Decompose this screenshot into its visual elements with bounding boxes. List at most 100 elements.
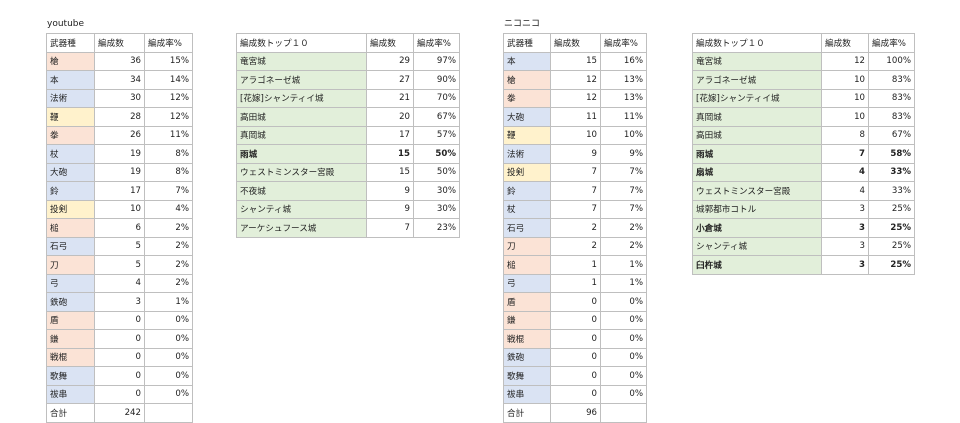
rate-cell: 0% bbox=[600, 347, 647, 367]
table-row: 弓 4 2% bbox=[46, 273, 193, 293]
castle-name-cell: 竜宮城 bbox=[692, 51, 822, 71]
count-cell: 9 bbox=[366, 199, 414, 219]
castle-name-cell: ウェストミンスター宮殿 bbox=[692, 181, 822, 201]
count-cell: 0 bbox=[550, 310, 601, 330]
count-cell: 3 bbox=[821, 218, 869, 238]
count-cell: 15 bbox=[550, 51, 601, 71]
rate-cell: 13% bbox=[600, 70, 647, 90]
rate-cell: 57% bbox=[413, 125, 460, 145]
count-cell: 8 bbox=[821, 125, 869, 145]
table-row: 拳 12 13% bbox=[503, 88, 647, 108]
rate-cell: 0% bbox=[600, 310, 647, 330]
count-cell: 20 bbox=[366, 107, 414, 127]
weapon-name-cell: 杖 bbox=[46, 144, 95, 164]
rate-cell: 70% bbox=[413, 88, 460, 108]
rate-cell: 2% bbox=[144, 273, 193, 293]
table-row: アーケシュフース城 7 23% bbox=[236, 218, 460, 238]
niconico-caption: ニコニコ bbox=[504, 19, 541, 29]
count-cell: 0 bbox=[550, 366, 601, 386]
weapon-name-cell: 盾 bbox=[503, 292, 551, 312]
rate-cell: 2% bbox=[144, 236, 193, 256]
column-header: 編成率% bbox=[413, 33, 460, 53]
rate-cell: 12% bbox=[144, 107, 193, 127]
castle-name-cell: 高田城 bbox=[692, 125, 822, 145]
count-cell: 2 bbox=[550, 236, 601, 256]
rate-cell: 15% bbox=[144, 51, 193, 71]
rate-cell: 23% bbox=[413, 218, 460, 238]
table-row: 大砲 11 11% bbox=[503, 107, 647, 127]
count-cell: 4 bbox=[94, 273, 145, 293]
rate-cell: 67% bbox=[413, 107, 460, 127]
rate-cell: 30% bbox=[413, 199, 460, 219]
castle-name-cell: 小倉城 bbox=[692, 218, 822, 238]
count-cell: 0 bbox=[94, 384, 145, 404]
table-row: 弓 1 1% bbox=[503, 273, 647, 293]
column-header: 編成数 bbox=[366, 33, 414, 53]
weapon-name-cell: 本 bbox=[46, 70, 95, 90]
weapon-name-cell: 刀 bbox=[503, 236, 551, 256]
rate-cell: 2% bbox=[144, 218, 193, 238]
table-row: [花嫁]シャンティイ城 21 70% bbox=[236, 88, 460, 108]
rate-cell: 2% bbox=[600, 236, 647, 256]
table-row: 高田城 20 67% bbox=[236, 107, 460, 127]
table-row: 扇城 4 33% bbox=[692, 162, 915, 182]
rate-cell: 7% bbox=[600, 181, 647, 201]
header-row: 編成数トップ１０ 編成数 編成率% bbox=[236, 33, 460, 53]
table-row: 杖 7 7% bbox=[503, 199, 647, 219]
weapon-name-cell: 鉄砲 bbox=[46, 292, 95, 312]
table-row: 鞭 10 10% bbox=[503, 125, 647, 145]
weapon-name-cell: 石弓 bbox=[46, 236, 95, 256]
castle-name-cell: アラゴネーゼ城 bbox=[692, 70, 822, 90]
rate-cell: 11% bbox=[600, 107, 647, 127]
count-cell: 19 bbox=[94, 144, 145, 164]
count-cell: 0 bbox=[550, 347, 601, 367]
castle-name-cell: 雨城 bbox=[236, 144, 367, 164]
castle-name-cell: 不夜城 bbox=[236, 181, 367, 201]
count-cell: 0 bbox=[550, 292, 601, 312]
weapon-name-cell: 戦棍 bbox=[46, 347, 95, 367]
column-header: 編成数 bbox=[821, 33, 869, 53]
count-cell: 17 bbox=[94, 181, 145, 201]
table-row: 鈴 7 7% bbox=[503, 181, 647, 201]
rate-cell: 83% bbox=[868, 70, 915, 90]
table-row: 石弓 5 2% bbox=[46, 236, 193, 256]
count-cell: 7 bbox=[550, 199, 601, 219]
niconico-top10-table: 編成数トップ１０ 編成数 編成率% 竜宮城 12 100% アラゴネーゼ城 10 83% [花嫁]… bbox=[692, 33, 915, 275]
weapon-name-cell: 槍 bbox=[46, 51, 95, 71]
count-cell: 12 bbox=[550, 70, 601, 90]
count-cell: 10 bbox=[550, 125, 601, 145]
castle-name-cell: [花嫁]シャンティイ城 bbox=[236, 88, 367, 108]
table-row: 竜宮城 12 100% bbox=[692, 51, 915, 71]
weapon-name-cell: 鈴 bbox=[46, 181, 95, 201]
total-label-cell: 合計 bbox=[46, 403, 95, 423]
table-row: 鞭 28 12% bbox=[46, 107, 193, 127]
rate-cell: 83% bbox=[868, 88, 915, 108]
total-count-cell: 96 bbox=[550, 403, 601, 423]
table-row: 真岡城 10 83% bbox=[692, 107, 915, 127]
table-row: 槌 1 1% bbox=[503, 255, 647, 275]
rate-cell: 2% bbox=[600, 218, 647, 238]
castle-name-cell: シャンティ城 bbox=[692, 236, 822, 256]
count-cell: 30 bbox=[94, 88, 145, 108]
column-header: 編成数 bbox=[94, 33, 145, 53]
rate-cell: 25% bbox=[868, 218, 915, 238]
rate-cell: 0% bbox=[144, 310, 193, 330]
weapon-name-cell: 槌 bbox=[503, 255, 551, 275]
count-cell: 12 bbox=[550, 88, 601, 108]
table-row: 雨城 15 50% bbox=[236, 144, 460, 164]
table-row: 臼杵城 3 25% bbox=[692, 255, 915, 275]
castle-name-cell: 真岡城 bbox=[236, 125, 367, 145]
table-row: 槍 12 13% bbox=[503, 70, 647, 90]
weapon-name-cell: 鈴 bbox=[503, 181, 551, 201]
count-cell: 17 bbox=[366, 125, 414, 145]
rate-cell: 4% bbox=[144, 199, 193, 219]
table-row: 本 15 16% bbox=[503, 51, 647, 71]
count-cell: 0 bbox=[94, 310, 145, 330]
count-cell: 3 bbox=[821, 255, 869, 275]
rate-cell: 0% bbox=[144, 347, 193, 367]
weapon-name-cell: 法術 bbox=[503, 144, 551, 164]
table-row: 祓串 0 0% bbox=[503, 384, 647, 404]
youtube-weapon-table: 武器種 編成数 編成率% 槍 36 15% 本 34 14% 法術 30 12% 鞭 28 12% 拳 26 11… bbox=[46, 33, 193, 423]
count-cell: 26 bbox=[94, 125, 145, 145]
table-row: 戦棍 0 0% bbox=[503, 329, 647, 349]
